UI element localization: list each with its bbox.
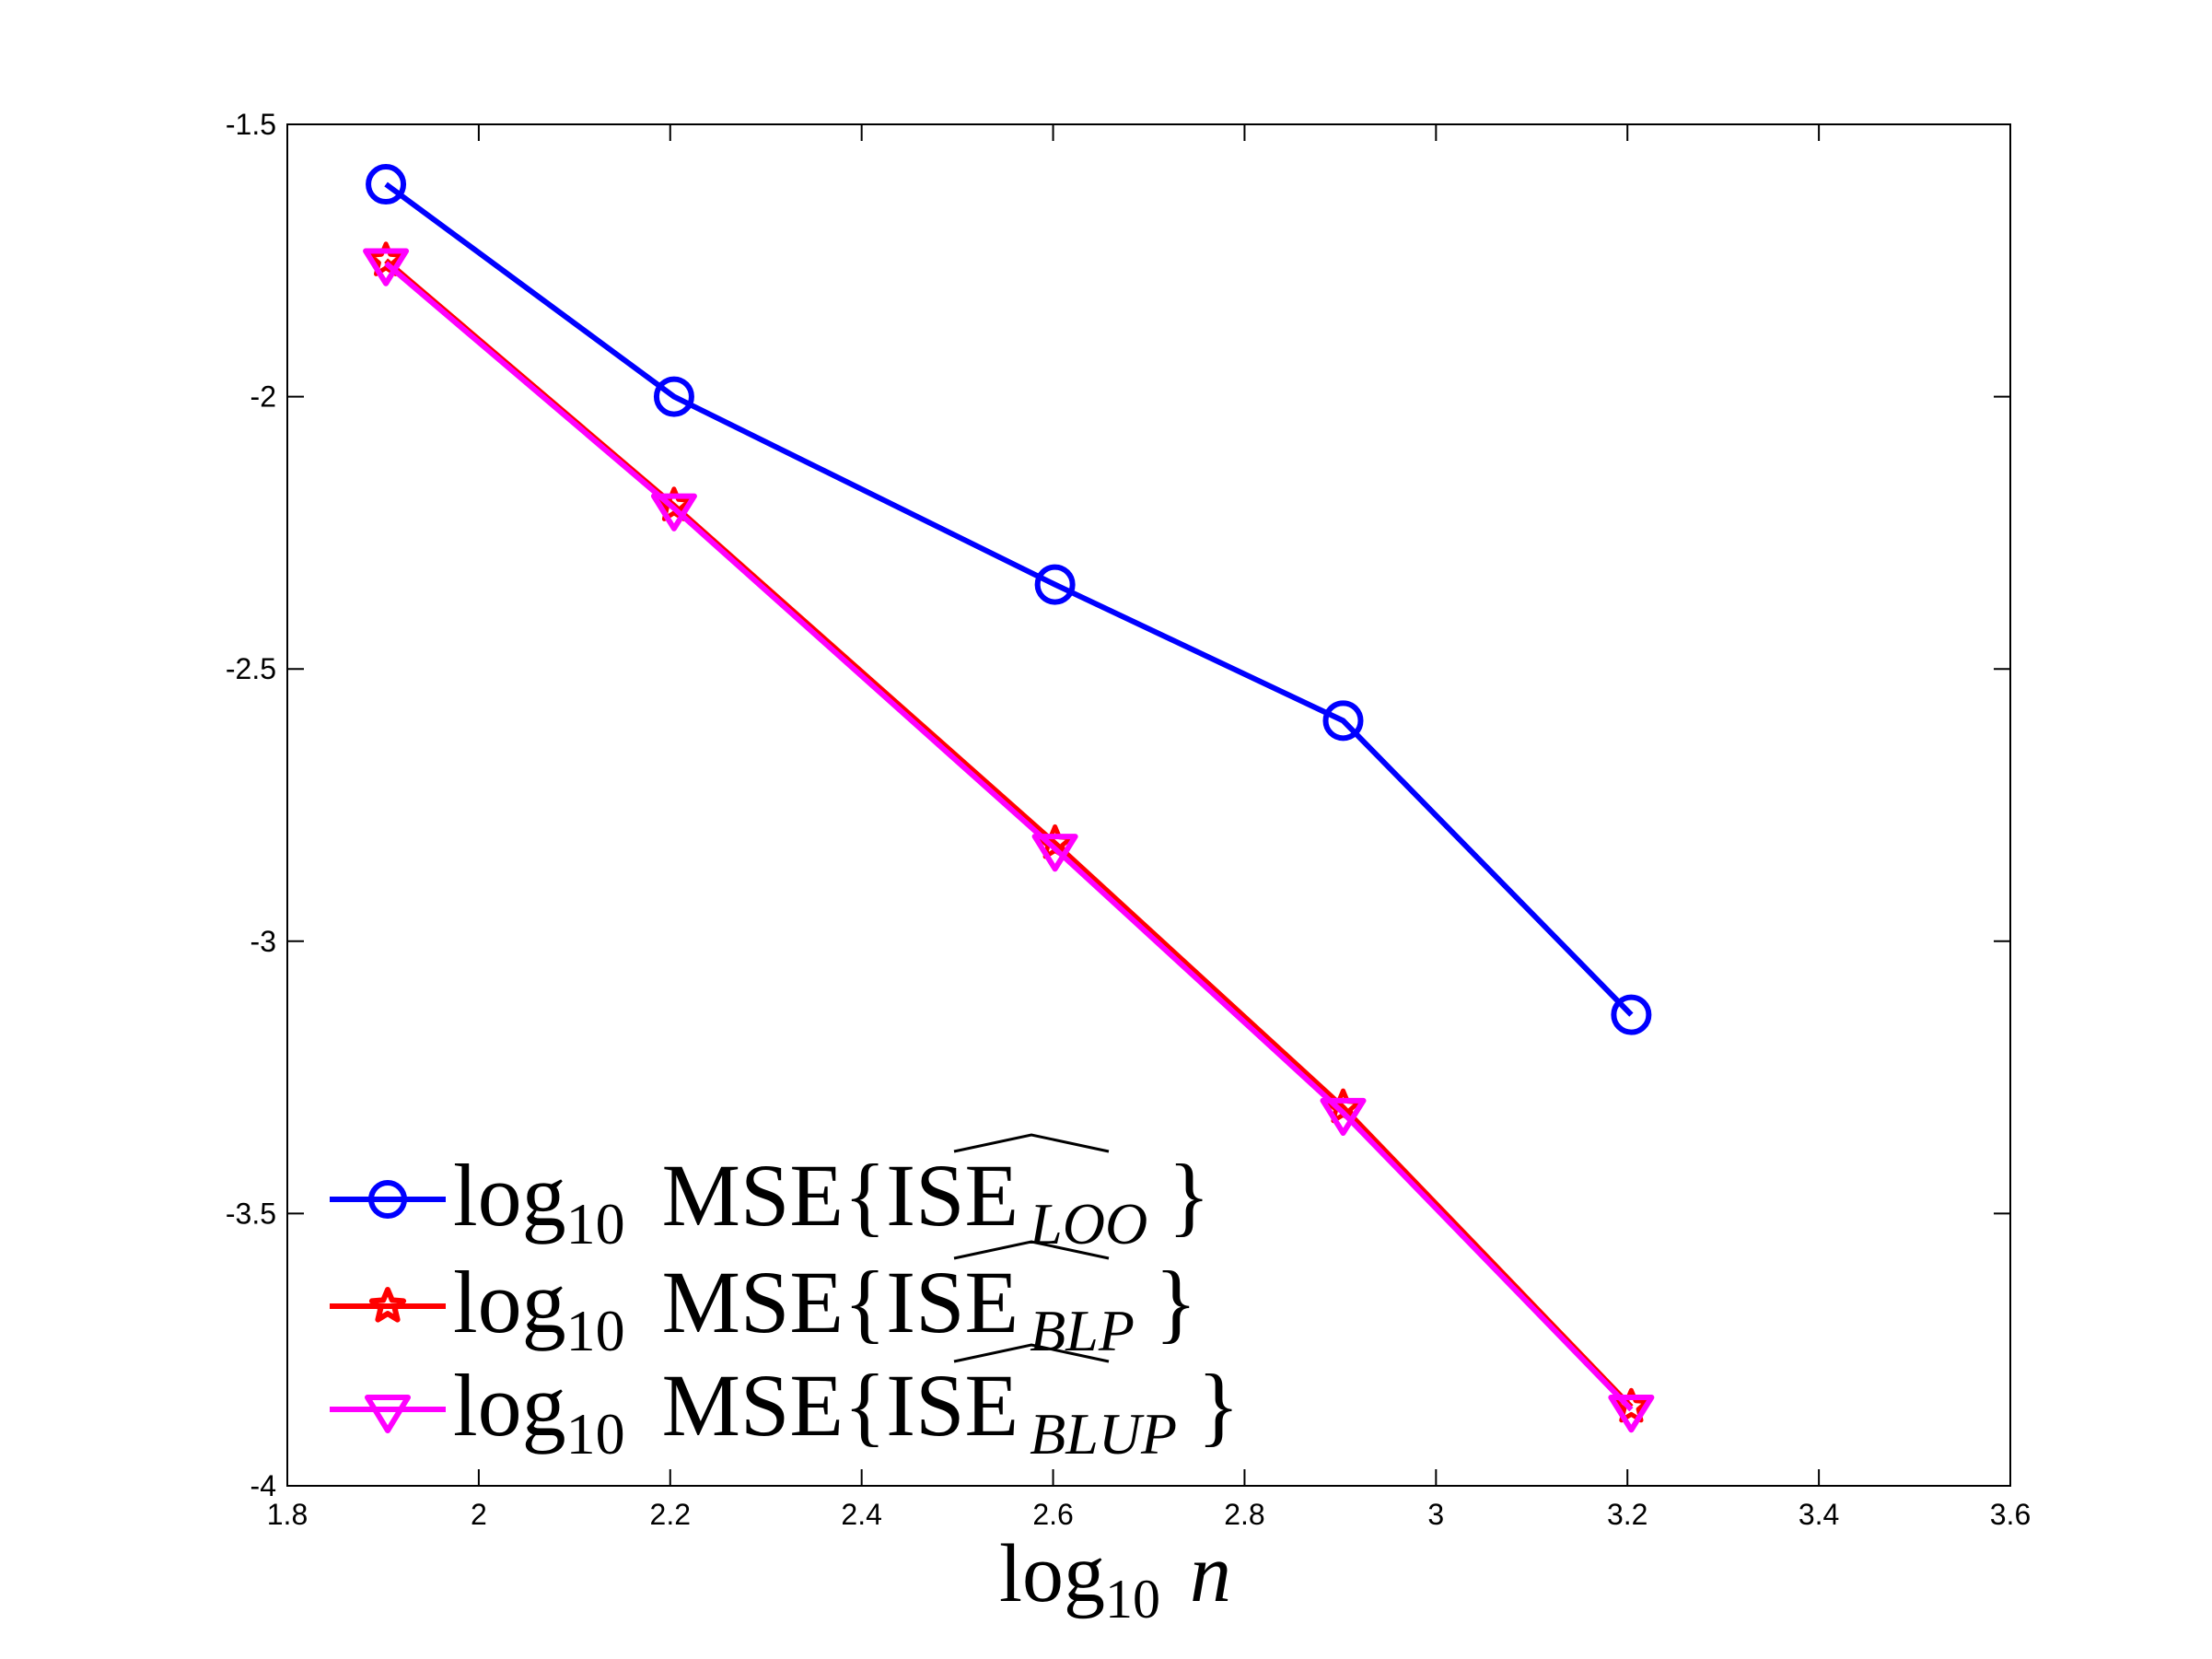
data-point	[1612, 1387, 1649, 1423]
data-point	[1320, 1097, 1367, 1137]
x-axis-label-prefix: log	[999, 1528, 1105, 1619]
axis-ticks	[286, 123, 2011, 1487]
legend-ise-loo: ISE	[886, 1146, 1019, 1244]
series-loo	[366, 164, 1652, 1035]
legend-sub-loo: 10	[566, 1191, 625, 1256]
x-tick-label: 2	[471, 1498, 487, 1531]
legend-hat-blp	[953, 1240, 1110, 1260]
legend-ise-blp: ISE	[886, 1253, 1019, 1351]
legend-ise-blup: ISE	[886, 1356, 1019, 1455]
legend-marker-blup	[365, 1395, 411, 1433]
legend-mse-blup: MSE{	[662, 1356, 886, 1455]
legend-text-blup: log10 MSE{ISE BLUP}	[453, 1356, 1240, 1466]
y-tick-label: -1.5	[226, 108, 276, 141]
legend: log10 MSE{ISE LOO} log10 MSE{ISE BLP} log10 M…	[330, 1133, 1240, 1466]
y-tick-label: -3	[250, 925, 276, 958]
legend-sub-blup: 10	[566, 1401, 625, 1466]
series-line-blup	[384, 261, 1634, 1412]
legend-text-blp: log10 MSE{ISE BLP}	[453, 1253, 1197, 1363]
x-tick-label: 2.4	[841, 1498, 881, 1531]
data-point	[653, 376, 694, 417]
data-point	[1608, 1395, 1655, 1433]
legend-close-blup: }	[1197, 1356, 1240, 1455]
legend-estimator-blp: BLP	[1030, 1298, 1135, 1363]
legend-log-loo: log	[453, 1146, 566, 1244]
y-tick-label: -2	[250, 380, 276, 414]
data-point	[1611, 994, 1652, 1035]
legend-sub-blp: 10	[566, 1298, 625, 1363]
legend-log-blp: log	[453, 1253, 566, 1351]
legend-close-blp: }	[1155, 1253, 1197, 1351]
data-point	[1031, 834, 1078, 872]
x-axis-label: log10 n	[999, 1528, 1231, 1630]
legend-log-blup: log	[453, 1356, 566, 1455]
data-point	[363, 248, 410, 286]
plot-area	[286, 123, 2011, 1487]
x-tick-label: 3.6	[1990, 1498, 2031, 1531]
legend-estimator-loo: LOO	[1029, 1191, 1147, 1256]
legend-marker-loo	[368, 1180, 407, 1219]
data-point	[367, 241, 404, 276]
data-point	[1322, 700, 1364, 742]
data-point	[366, 164, 407, 205]
axis-tick-labels: 1.8 2 2.2 2.4 2.6 2.8 3 3.2 3.4 3.6 -1.5 -2 -2.5 -3 -3…	[226, 108, 2031, 1531]
legend-mse-loo: MSE{	[662, 1146, 886, 1244]
legend-estimator-blup: BLUP	[1030, 1401, 1177, 1466]
legend-text-loo: log10 MSE{ISE LOO}	[453, 1146, 1210, 1256]
y-tick-label: -3.5	[226, 1197, 276, 1230]
x-tick-label: 3.4	[1799, 1498, 1839, 1531]
x-tick-label: 1.8	[267, 1498, 308, 1531]
legend-entry-blup: log10 MSE{ISE BLUP}	[330, 1343, 1240, 1466]
series-blup	[363, 248, 1655, 1433]
legend-entry-blp: log10 MSE{ISE BLP}	[330, 1240, 1197, 1363]
x-tick-label: 2.2	[650, 1498, 691, 1531]
legend-close-loo: }	[1168, 1146, 1210, 1244]
series-line-loo	[384, 181, 1634, 1017]
legend-hat-loo	[953, 1133, 1110, 1153]
x-tick-label: 2.6	[1032, 1498, 1073, 1531]
data-point	[1034, 564, 1076, 605]
y-tick-label: -4	[250, 1469, 276, 1502]
x-axis-label-sub: 10	[1105, 1569, 1160, 1630]
data-point	[650, 493, 697, 532]
legend-entry-loo: log10 MSE{ISE LOO}	[330, 1133, 1210, 1256]
x-tick-label: 3	[1427, 1498, 1444, 1531]
x-tick-label: 3.2	[1607, 1498, 1647, 1531]
legend-hat-blup	[953, 1343, 1110, 1363]
legend-marker-blp	[368, 1287, 407, 1323]
x-axis-label-var: n	[1190, 1528, 1231, 1619]
series-layer	[363, 164, 1655, 1433]
y-tick-label: -2.5	[226, 652, 276, 685]
legend-mse-blp: MSE{	[662, 1253, 886, 1351]
x-tick-label: 2.8	[1224, 1498, 1264, 1531]
